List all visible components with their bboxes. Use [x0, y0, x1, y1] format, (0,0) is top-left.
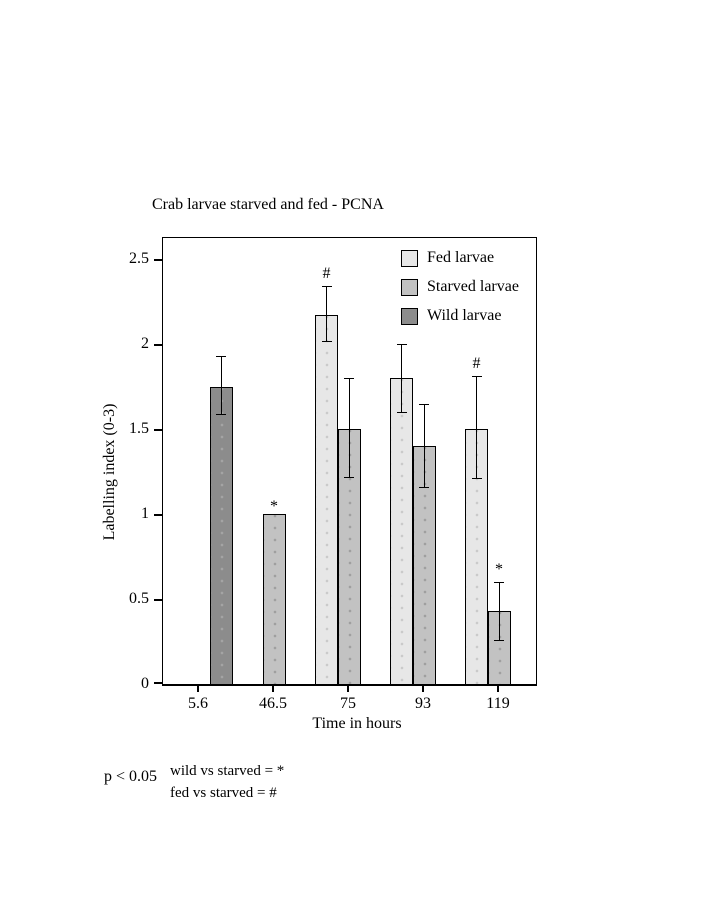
x-tick-75: [347, 684, 349, 692]
plot-area: 0 0.5 1 1.5 2 2.5 5.6 46.5 75 93 119 # # * * Fed larvae…: [129, 237, 537, 712]
errorbar-cap-bottom-fed-119: [471, 478, 482, 480]
y-tick-label-0: 0: [141, 675, 149, 692]
x-tick-label-46.5: 46.5: [259, 695, 287, 712]
errorbar-cap-bottom-fed-75: [321, 340, 332, 342]
y-tick-2: [154, 344, 163, 346]
legend-label-starved: Starved larvae: [427, 278, 519, 295]
legend-label-wild: Wild larvae: [427, 307, 502, 324]
x-axis-label: Time in hours: [312, 715, 402, 732]
annotation-starved-46.5: *: [270, 498, 278, 515]
errorbar-cap-bottom-starved-93: [419, 486, 429, 488]
bar-starved-93: [412, 446, 436, 685]
legend-swatch-wild: [401, 308, 418, 325]
bar-starved-46.5: [262, 514, 286, 685]
bar-fed-75: [315, 315, 338, 685]
y-tick-label-1: 1: [141, 505, 149, 522]
errorbar-cap-top-fed-75: [321, 286, 332, 288]
bar-fed-119: [465, 429, 488, 685]
x-tick-label-93: 93: [415, 695, 431, 712]
y-tick-0: [154, 682, 163, 684]
x-tick-5.6: [197, 684, 199, 692]
y-tick-label-0.5: 0.5: [129, 590, 149, 607]
x-tick-93: [422, 684, 424, 692]
legend-label-fed: Fed larvae: [427, 249, 495, 266]
x-tick-label-119: 119: [486, 695, 510, 712]
significance-threshold-note: p < 0.05: [104, 768, 158, 785]
errorbar-cap-bottom-starved-119: [494, 639, 504, 641]
errorbar-fed-75: [326, 286, 327, 341]
y-tick-0.5: [154, 599, 163, 601]
errorbar-cap-top-starved-119: [494, 582, 504, 583]
significance-key: wild vs starved = * fed vs starved = #: [170, 760, 284, 804]
errorbar-cap-bottom-wild-5.6: [216, 413, 226, 415]
errorbar-fed-93: [401, 344, 402, 412]
errorbar-starved-93: [423, 403, 425, 487]
y-tick-label-1.5: 1.5: [129, 420, 149, 437]
errorbar-cap-bottom-starved-75: [344, 476, 354, 478]
errorbar-starved-75: [348, 378, 350, 477]
x-tick-label-5.6: 5.6: [188, 695, 208, 712]
errorbar-cap-top-starved-75: [344, 378, 354, 379]
annotation-starved-119: *: [495, 561, 503, 578]
x-tick-46.5: [272, 684, 274, 692]
errorbar-cap-top-fed-93: [396, 344, 407, 345]
errorbar-cap-top-wild-5.6: [216, 355, 226, 357]
errorbar-wild-5.6: [220, 355, 222, 414]
y-tick-label-2: 2: [141, 335, 149, 352]
errorbar-cap-top-fed-119: [471, 376, 482, 378]
errorbar-starved-119: [498, 582, 500, 640]
y-tick-label-2.5: 2.5: [129, 250, 149, 267]
errorbar-cap-bottom-fed-93: [396, 412, 407, 413]
y-tick-2.5: [154, 259, 163, 261]
bar-starved-75: [337, 429, 361, 685]
y-tick-1: [154, 514, 163, 516]
errorbar-cap-top-starved-93: [419, 403, 429, 405]
x-tick-119: [497, 684, 499, 692]
annotation-fed-119: #: [472, 355, 481, 373]
note-fed-vs-starved: fed vs starved = #: [170, 785, 277, 801]
legend-swatch-starved: [401, 279, 418, 296]
x-tick-label-75: 75: [340, 695, 356, 712]
errorbar-fed-119: [476, 376, 477, 479]
bar-fed-93: [390, 378, 413, 685]
note-wild-vs-starved: wild vs starved = *: [170, 763, 285, 779]
chart-title: Crab larvae starved and fed - PCNA: [152, 196, 384, 213]
annotation-fed-75: #: [322, 265, 331, 283]
legend-swatch-fed: [401, 250, 418, 267]
y-tick-1.5: [154, 429, 163, 431]
y-axis-label: Labelling index (0-3): [101, 403, 118, 541]
bar-wild-5.6: [209, 386, 233, 685]
